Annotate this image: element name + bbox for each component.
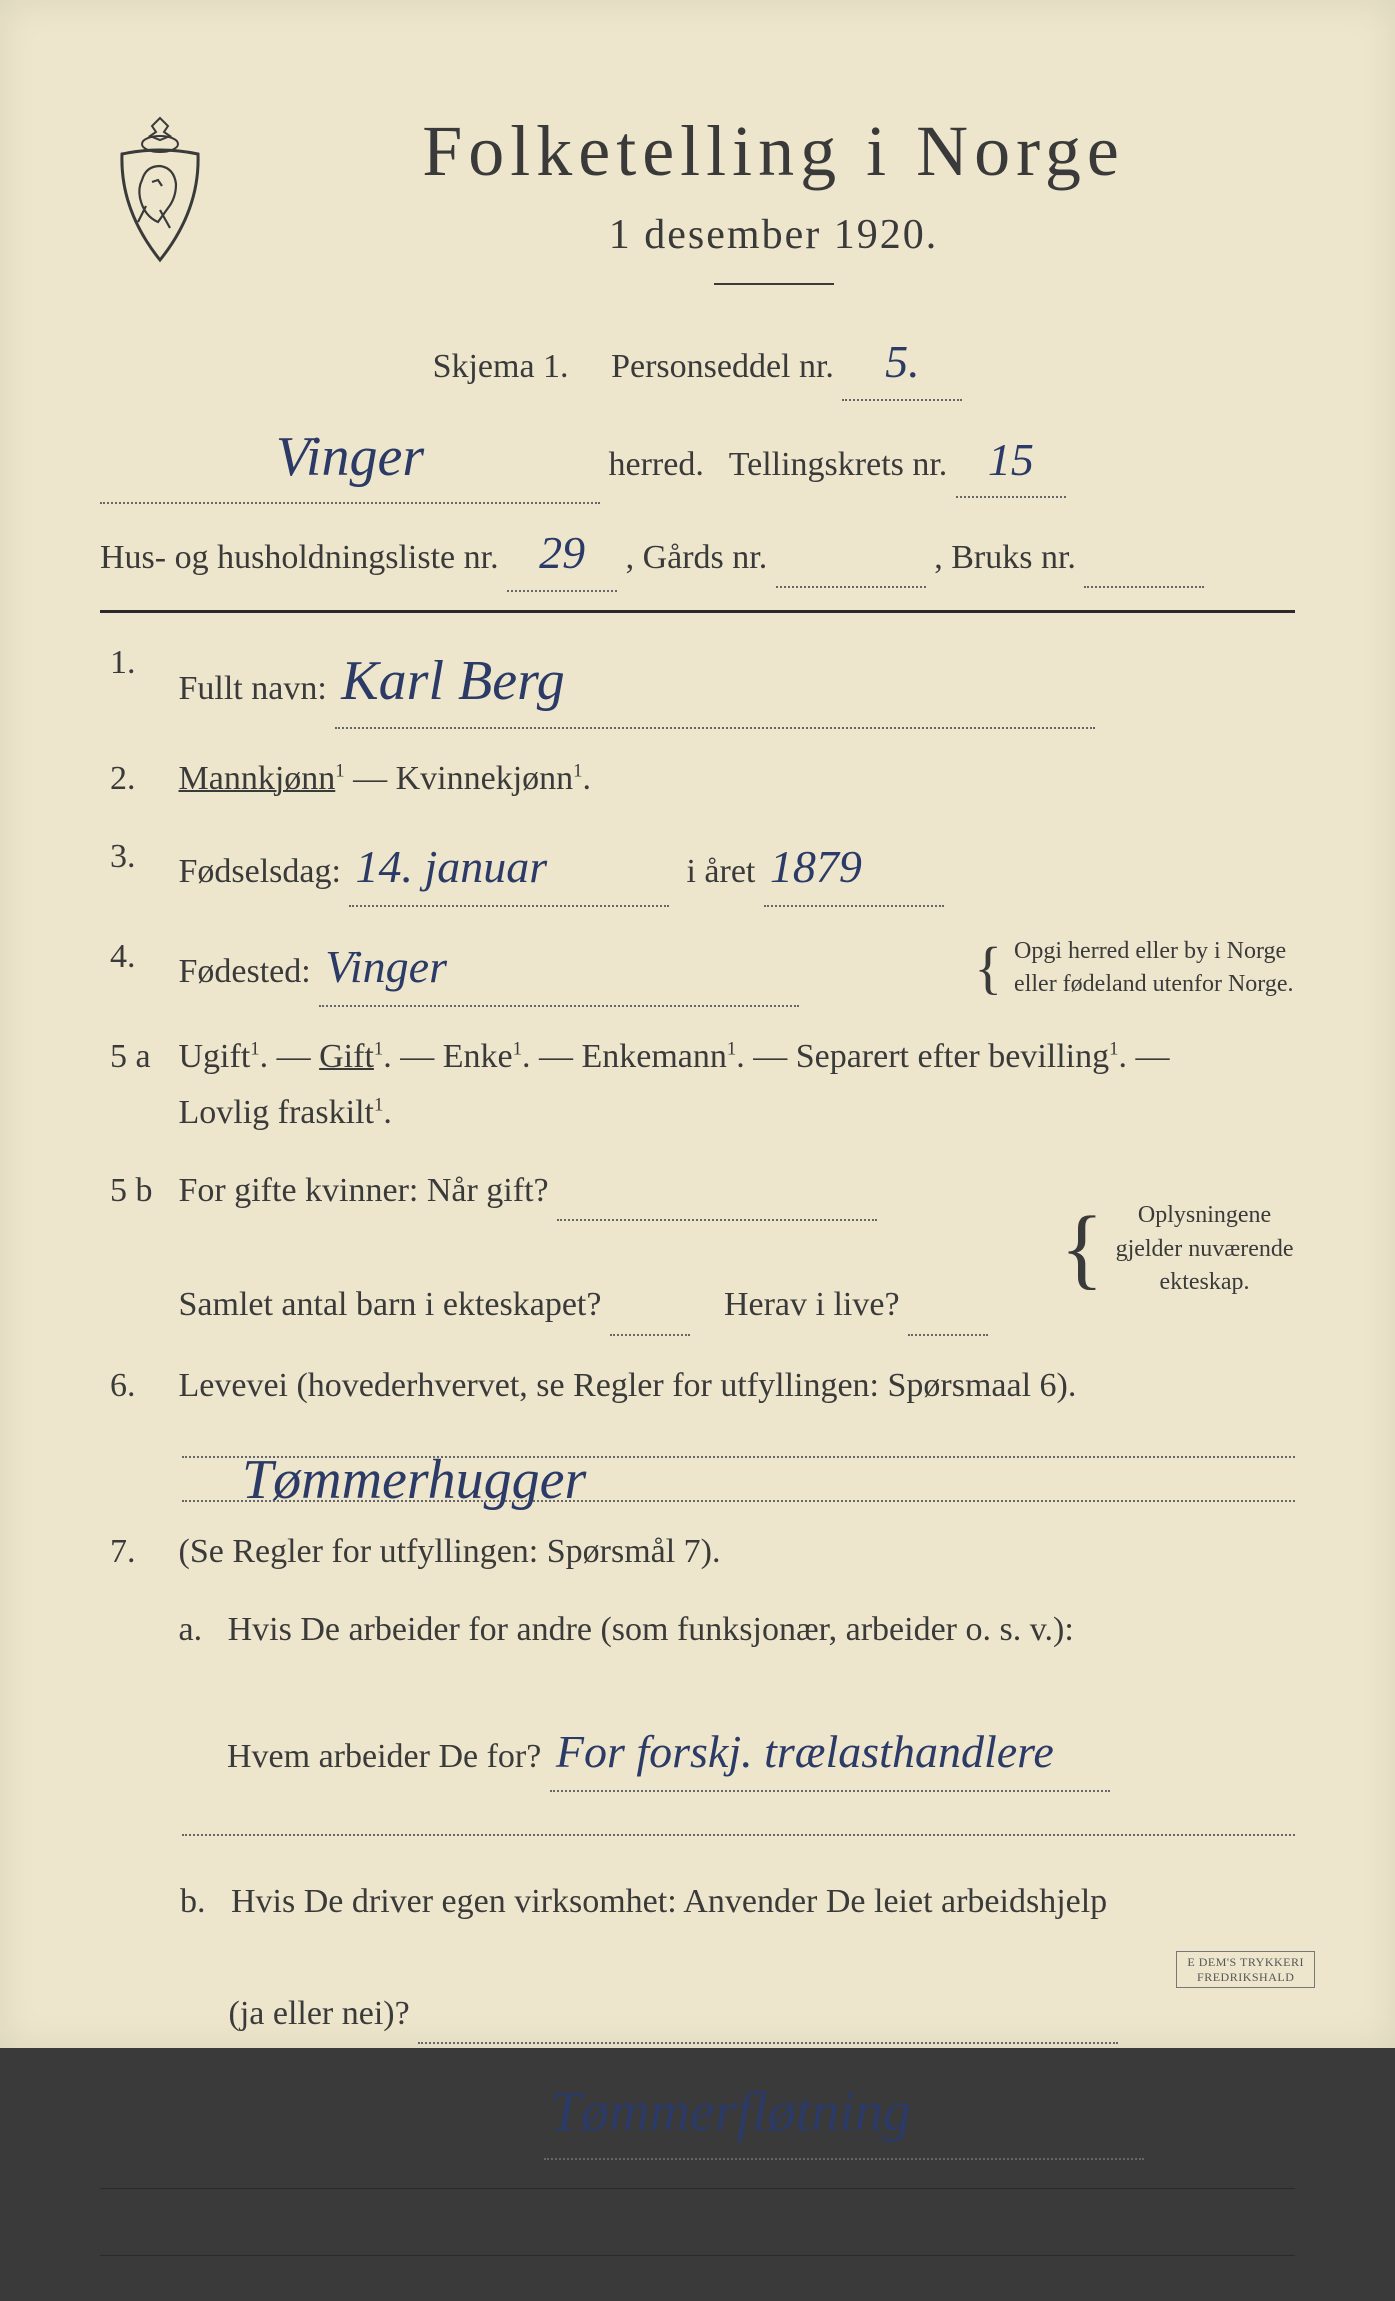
q5b-note-2: gjelder nuværende xyxy=(1116,1236,1294,1262)
q1-value: Karl Berg xyxy=(335,635,570,727)
hus-nr: 29 xyxy=(533,516,591,590)
printer-stamp: E DEM'S TRYKKERI FREDRIKSHALD xyxy=(1176,1951,1315,1988)
q2-mannkjonn: Mannkjønn xyxy=(179,760,336,797)
q7b-label: b. xyxy=(180,1883,206,1920)
q3-day-month: 14. januar xyxy=(349,829,553,905)
title-rule xyxy=(714,283,834,285)
q5a: 5 a Ugift1. — Gift1. — Enke1. — Enkemann… xyxy=(100,1029,1295,1141)
q5b-note: Oplysningene gjelder nuværende ekteskap. xyxy=(1116,1199,1294,1300)
herred-label: herred. xyxy=(609,446,704,483)
q5b-line1-label: For gifte kvinner: Når gift? xyxy=(179,1172,549,1209)
footnote-text: Her kan svares ved tydelig understreknin… xyxy=(131,2274,749,2300)
questions: 1. Fullt navn: Karl Berg 2. Mannkjønn1 —… xyxy=(100,635,1295,2161)
q2-num: 2. xyxy=(110,751,170,807)
q3-label: Fødselsdag: xyxy=(179,853,341,890)
q5a-separert: Separert efter bevilling xyxy=(796,1038,1109,1075)
q4-note-1: Opgi herred eller by i Norge xyxy=(1014,938,1286,964)
herred-value: Vinger xyxy=(270,413,430,503)
q6-num: 6. xyxy=(110,1358,170,1414)
q8-num: 8. xyxy=(110,2066,170,2122)
coat-of-arms-icon xyxy=(100,110,220,270)
q7a-blank-line xyxy=(182,1812,1295,1836)
q7b-text1: Hvis De driver egen virksomhet: Anvender… xyxy=(231,1883,1107,1920)
q5a-ugift: Ugift xyxy=(179,1038,251,1075)
main-title: Folketelling i Norge xyxy=(252,110,1295,193)
q1-num: 1. xyxy=(110,635,170,691)
skjema-label: Skjema 1. xyxy=(433,348,569,385)
q3: 3. Fødselsdag: 14. januar i året 1879 xyxy=(100,829,1295,907)
crest-svg xyxy=(100,110,220,270)
census-form-page: Folketelling i Norge 1 desember 1920. Sk… xyxy=(0,0,1395,2048)
q5a-enke: Enke xyxy=(443,1038,513,1075)
q7-label: (Se Regler for utfyllingen: Spørsmål 7). xyxy=(179,1533,721,1570)
q3-num: 3. xyxy=(110,829,170,885)
tellingskrets-label: Tellingskrets nr. xyxy=(729,446,948,483)
q4-value: Vinger xyxy=(319,929,453,1005)
q5a-gift: Gift xyxy=(319,1038,374,1075)
q8: 8. Bierhverv (eller biinntekt) Tømmerflø… xyxy=(100,2066,1295,2160)
footer-note: Har man ingen biinntekt av nogen betydni… xyxy=(100,2207,1295,2237)
personseddel-nr: 5. xyxy=(879,325,926,399)
q6-value-line: Tømmerhugger xyxy=(182,1434,1295,1458)
printer-line1: E DEM'S TRYKKERI xyxy=(1187,1955,1304,1969)
subtitle: 1 desember 1920. xyxy=(252,211,1295,259)
q6-value: Tømmerhugger xyxy=(182,1434,592,1526)
q2: 2. Mannkjønn1 — Kvinnekjønn1. xyxy=(100,751,1295,807)
brace-icon: { xyxy=(974,945,1002,991)
q4-num: 4. xyxy=(110,929,170,985)
q1-label: Fullt navn: xyxy=(179,670,327,707)
q7a-label: a. xyxy=(179,1611,203,1648)
bruks-label: , Bruks nr. xyxy=(934,539,1076,576)
q4-note-2: eller fødeland utenfor Norge. xyxy=(1014,971,1293,997)
herred-line: Vinger herred. Tellingskrets nr. 15 xyxy=(100,413,1295,505)
q7a-text2: Hvem arbeider De for? xyxy=(227,1738,541,1775)
tellingskrets-nr: 15 xyxy=(982,423,1040,497)
q5b-num: 5 b xyxy=(110,1163,170,1219)
q7: 7. (Se Regler for utfyllingen: Spørsmål … xyxy=(100,1524,1295,2044)
skjema-line: Skjema 1. Personseddel nr. 5. xyxy=(100,325,1295,401)
q5b-line2b-label: Herav i live? xyxy=(724,1286,900,1323)
q6-label: Levevei (hovederhvervet, se Regler for u… xyxy=(179,1367,1077,1404)
divider-footnote xyxy=(100,2255,1295,2256)
q7a-value: For forskj. trælasthandlere xyxy=(550,1714,1060,1790)
q4-label: Fødested: xyxy=(179,953,311,990)
q5a-num: 5 a xyxy=(110,1029,170,1085)
footnote: ¹ Her kan svares ved tydelig understrekn… xyxy=(100,2274,1295,2301)
q5a-enkemann: Enkemann xyxy=(581,1038,726,1075)
hus-line: Hus- og husholdningsliste nr. 29 , Gårds… xyxy=(100,516,1295,592)
divider-footer xyxy=(100,2188,1295,2189)
q7a-text1: Hvis De arbeider for andre (som funksjon… xyxy=(228,1611,1074,1648)
title-block: Folketelling i Norge 1 desember 1920. xyxy=(252,110,1295,285)
header: Folketelling i Norge 1 desember 1920. xyxy=(100,110,1295,285)
q8-label: Bierhverv (eller biinntekt) xyxy=(179,2101,536,2138)
q5b: 5 b For gifte kvinner: Når gift? Samlet … xyxy=(100,1163,1295,1335)
q2-kvinnekjonn: Kvinnekjønn xyxy=(396,760,574,797)
q3-year: 1879 xyxy=(764,829,868,905)
hus-label: Hus- og husholdningsliste nr. xyxy=(100,539,499,576)
q2-sep: — xyxy=(353,760,396,797)
q3-year-label: i året xyxy=(686,853,755,890)
q5b-note-1: Oplysningene xyxy=(1138,1202,1271,1228)
q5b-note-3: ekteskap. xyxy=(1160,1269,1250,1295)
q4: 4. Fødested: Vinger { Opgi herred eller … xyxy=(100,929,1295,1007)
q1: 1. Fullt navn: Karl Berg xyxy=(100,635,1295,729)
q7b-text2: (ja eller nei)? xyxy=(229,1995,410,2032)
gards-label: , Gårds nr. xyxy=(626,539,768,576)
brace-icon: { xyxy=(1060,1213,1103,1285)
q5b-line2-label: Samlet antal barn i ekteskapet? xyxy=(179,1286,602,1323)
footnote-marker: ¹ xyxy=(112,2274,119,2300)
personseddel-label: Personseddel nr. xyxy=(611,348,834,385)
q8-value: Tømmerfløtning xyxy=(544,2066,917,2158)
printer-line2: FREDRIKSHALD xyxy=(1197,1970,1294,1984)
divider-top xyxy=(100,610,1295,613)
q6: 6. Levevei (hovederhvervet, se Regler fo… xyxy=(100,1358,1295,1502)
q4-note: Opgi herred eller by i Norge eller fødel… xyxy=(1014,935,1293,1002)
q7-num: 7. xyxy=(110,1524,170,1580)
q5a-fraskilt: Lovlig fraskilt xyxy=(179,1094,374,1131)
